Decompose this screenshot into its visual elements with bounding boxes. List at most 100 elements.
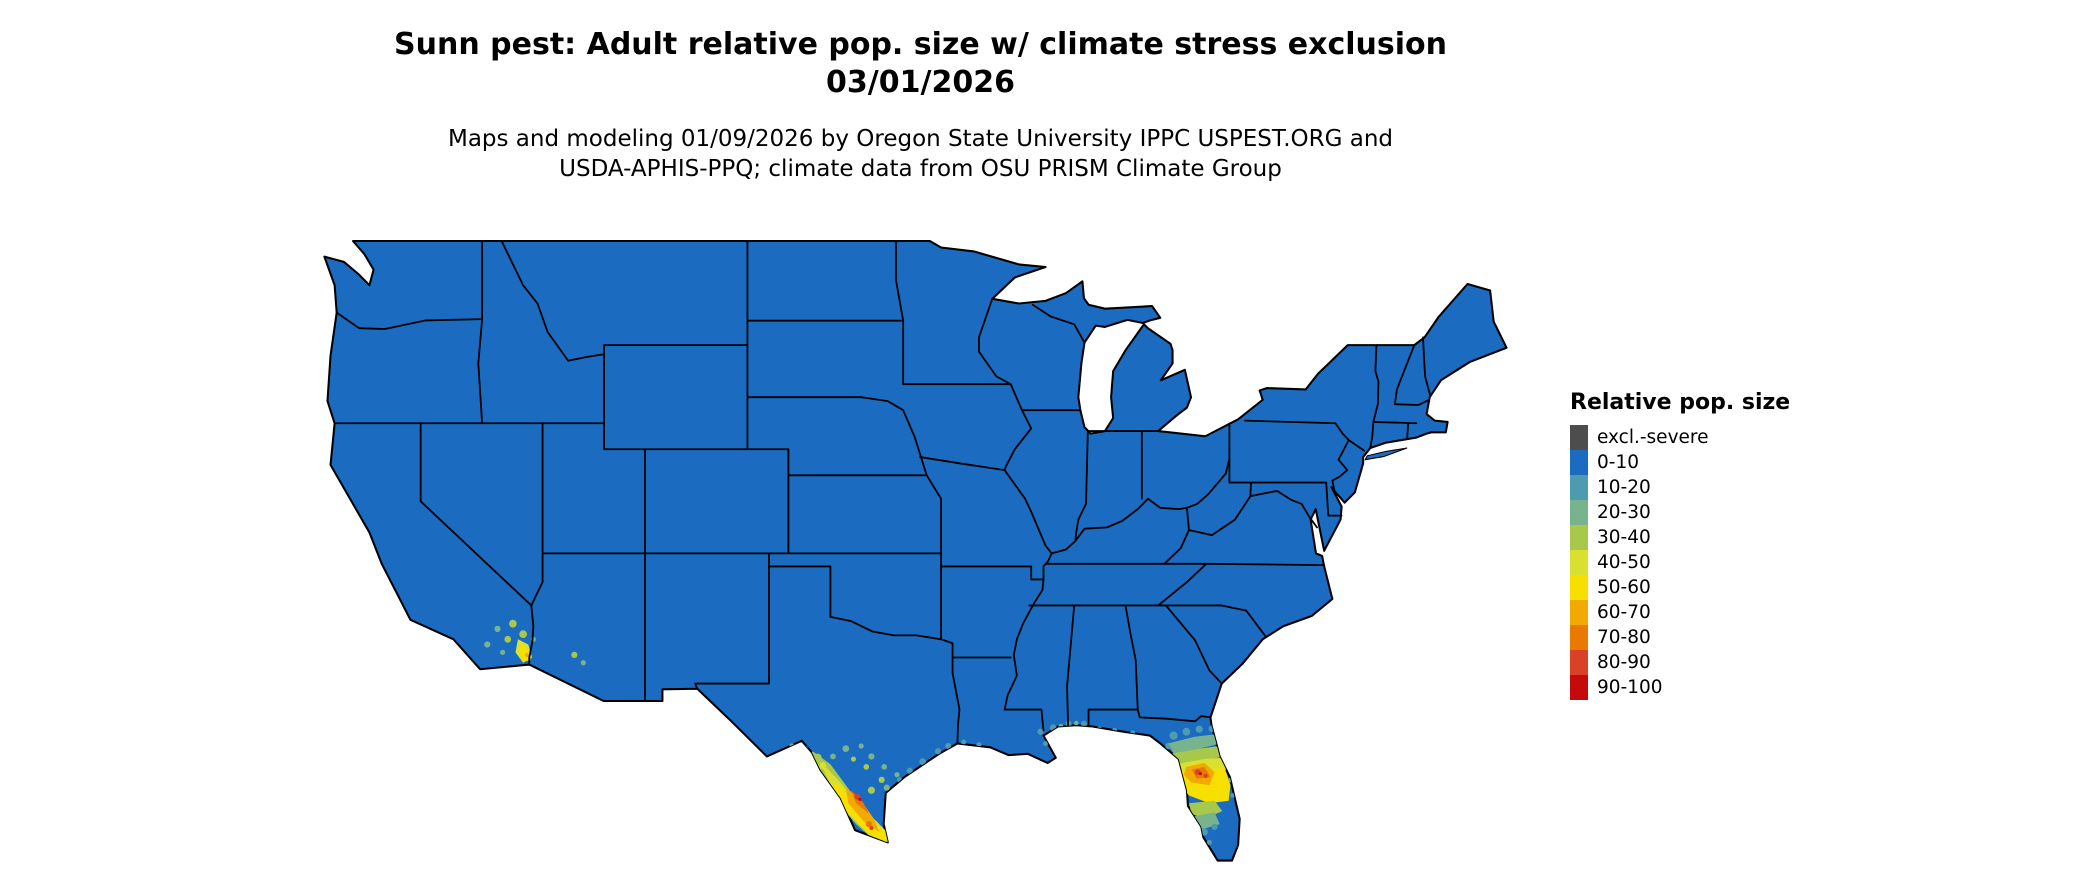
hotspot-texas-speckle [819,762,827,769]
hotspot-texas-coast [919,758,926,766]
hotspot-arizona [580,660,586,666]
hotspot-texas-speckle [878,776,885,783]
hotspot-texas-speckle [858,743,864,749]
legend-label: 20-30 [1597,502,1651,523]
hotspot-texas-speckle [868,753,875,760]
legend-swatch [1570,675,1588,700]
legend-swatch [1570,500,1588,525]
legend-label: 50-60 [1597,577,1651,598]
legend-item: 20-30 [1570,500,1790,525]
page-title-line1: Sunn pest: Adult relative pop. size w/ c… [394,27,1447,62]
legend-swatch [1570,425,1588,450]
legend-label: 90-100 [1597,677,1663,698]
hotspot-south-texas [865,821,872,828]
legend-label: 80-90 [1597,652,1651,673]
header: Sunn pest: Adult relative pop. size w/ c… [0,0,1841,185]
hotspot-california [509,619,517,628]
legend-swatch [1570,650,1588,675]
legend-item: 30-40 [1570,525,1790,550]
hotspot-texas-speckle [830,753,836,760]
hotspot-florida [1195,725,1203,733]
hotspot-florida [1182,727,1191,736]
hotspot-texas-speckle [883,784,890,791]
state-borders [333,240,1432,745]
hotspot-florida [1198,772,1203,776]
legend-swatch [1570,625,1588,650]
legend-item: 90-100 [1570,675,1790,700]
hotspot-california [519,644,531,662]
legend-label: 60-70 [1597,602,1651,623]
hotspot-florida [1216,729,1223,737]
hotspot-texas-speckle [813,753,822,762]
legend-label: 30-40 [1597,527,1651,548]
us-landmass [323,239,1508,862]
hotspot-texas-speckle [842,745,850,753]
hotspot-florida [1203,773,1208,779]
hotspot-texas-speckle [894,772,900,778]
hotspot-florida [1224,761,1230,767]
hotspot-texas-speckle [867,786,875,794]
hotspot-gulf-coast [1080,720,1088,728]
hotspot-california [484,641,491,648]
hotspot-california [504,635,512,643]
legend-label: 40-50 [1597,552,1651,573]
legend-item: excl.-severe [1570,425,1790,450]
hotspot-florida [1168,734,1221,754]
hotspot-california [519,630,527,638]
hotspot-florida [1230,793,1235,798]
hotspot-california [524,652,530,658]
legend-swatch [1570,600,1588,625]
hotspot-south-texas [858,797,862,801]
legend-item: 50-60 [1570,575,1790,600]
legend-label: 70-80 [1597,627,1651,648]
hotspot-california [500,649,506,655]
hotspot-texas-coast [887,819,892,824]
hotspot-gulf-coast [1096,726,1103,732]
hotspot-gulf-coast [1073,720,1079,726]
legend-item: 60-70 [1570,600,1790,625]
hotspot-texas-speckle [881,763,888,770]
hotspot-texas-coast [945,742,952,750]
hotspot-south-texas [854,793,861,800]
hotspot-south-texas [845,787,880,832]
legend-swatch [1570,525,1588,550]
legend-item: 40-50 [1570,550,1790,575]
legend: Relative pop. size excl.-severe 0-10 10-20… [1570,390,1790,700]
hotspot-florida [1169,731,1178,740]
hotspot-texas-coast [906,767,913,774]
hotspot-texas-speckle [801,745,809,753]
subtitle-line1: Maps and modeling 01/09/2026 by Oregon S… [447,126,1394,152]
hotspot-texas-coast [961,739,967,745]
legend-item: 0-10 [1570,450,1790,475]
legend-item: 70-80 [1570,625,1790,650]
hotspot-gulf-coast [1042,740,1049,747]
hotspot-texas-speckle [850,756,857,762]
legend-item: 10-20 [1570,475,1790,500]
legend-swatch [1570,550,1588,575]
hotspot-texas-speckle [889,798,895,804]
legend-swatch [1570,575,1588,600]
legend-label: 0-10 [1597,452,1639,473]
map-container [308,228,1527,884]
hotspot-florida [1206,839,1213,845]
hotspot-florida [1194,834,1200,840]
hotspot-gulf-coast [1037,728,1044,735]
legend-items: excl.-severe 0-10 10-20 20-30 30-40 40-50 50-6… [1570,425,1790,700]
hotspots [484,619,1235,845]
legend-swatch [1570,475,1588,500]
hotspot-california [494,625,501,633]
legend-swatch [1570,450,1588,475]
hotspot-south-texas [869,825,874,831]
long-island [1364,447,1408,461]
hotspot-florida [1171,746,1224,765]
legend-label: 10-20 [1597,477,1651,498]
legend-title: Relative pop. size [1570,390,1791,415]
hotspot-florida [1211,823,1218,830]
page-title-date: 03/01/2026 [826,64,1015,100]
legend-item: 80-90 [1570,650,1790,675]
hotspot-texas-speckle [863,763,870,770]
hotspot-texas-coast [889,808,895,814]
hotspot-arizona [571,651,578,659]
subtitle-line2: USDA-APHIS-PPQ; climate data from OSU PR… [559,155,1282,182]
us-map [323,239,1508,862]
